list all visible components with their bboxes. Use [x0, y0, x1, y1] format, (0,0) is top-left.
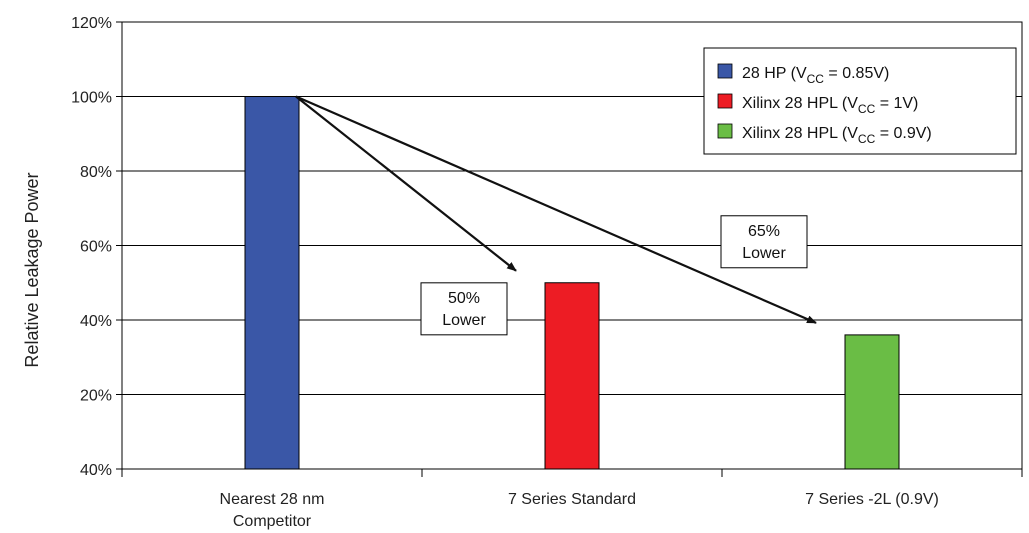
x-category-label: 7 Series Standard [508, 491, 636, 508]
legend-swatch [717, 93, 733, 109]
bar [844, 334, 900, 470]
bar [244, 96, 300, 470]
legend-entry: 28 HP (VCC = 0.85V) [742, 65, 889, 86]
y-tick-label: 120% [71, 15, 112, 32]
arrow [295, 95, 517, 272]
annotation-box [420, 282, 508, 336]
arrow [295, 95, 817, 324]
x-category-label: Nearest 28 nm [220, 491, 325, 508]
legend-box [703, 47, 1017, 155]
annotation-label: Lower [742, 245, 786, 262]
y-tick-label: 40% [80, 313, 112, 330]
annotation-label: 50% [448, 290, 480, 307]
annotation-label: 65% [748, 223, 780, 240]
y-tick-label: 80% [80, 164, 112, 181]
legend-swatch [717, 63, 733, 79]
plot-frame [121, 21, 1023, 470]
x-category-label: 7 Series -2L (0.9V) [805, 491, 939, 508]
legend-entry: Xilinx 28 HPL (VCC = 0.9V) [742, 125, 932, 146]
x-category-label: Competitor [233, 513, 312, 530]
y-tick-label: 20% [80, 388, 112, 405]
axes: 40% 20% 40% 60% 80% 100% 120% Nearest 28 nm Comp… [71, 15, 1023, 530]
bar [544, 282, 600, 470]
y-tick-label: 40% [80, 462, 112, 479]
y-axis-label: Relative Leakage Power [22, 172, 42, 367]
legend-swatch [717, 123, 733, 139]
annotation-label: Lower [442, 312, 486, 329]
y-tick-label: 60% [80, 239, 112, 256]
bars [244, 96, 900, 470]
legend: 28 HP (VCC = 0.85V) Xilinx 28 HPL (VCC = … [703, 47, 1017, 155]
annotation-box [720, 215, 808, 269]
y-tick-label: 100% [71, 90, 112, 107]
arrows: 50% Lower 65% Lower [295, 95, 817, 336]
legend-entry: Xilinx 28 HPL (VCC = 1V) [742, 95, 918, 116]
